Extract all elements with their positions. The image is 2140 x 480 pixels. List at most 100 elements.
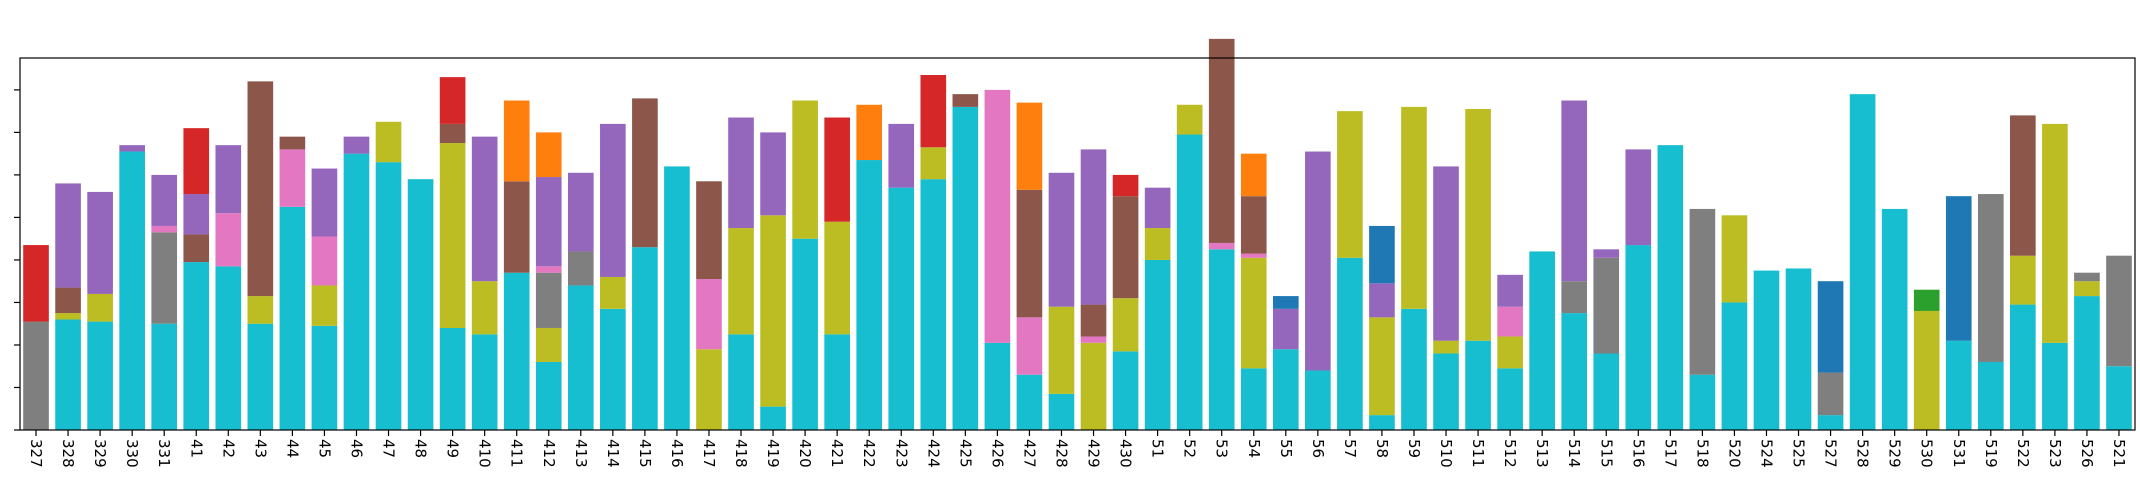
bar-418-segment-cyan: [728, 334, 754, 430]
bar-426-segment-cyan: [984, 342, 1011, 430]
bar-420-segment-olive: [792, 100, 818, 239]
x-tick-label: 515: [1597, 439, 1615, 468]
x-tick-label: 328: [59, 439, 77, 468]
x-tick-label: 410: [476, 439, 494, 468]
bar-518-segment-cyan: [1689, 374, 1716, 430]
bar-55-segment-blue: [1272, 296, 1299, 309]
x-tick-label: 59: [1405, 439, 1423, 458]
bar-425-segment-cyan: [952, 106, 979, 430]
x-tick-label: 512: [1501, 439, 1519, 468]
x-tick-label: 47: [380, 439, 398, 458]
bar-419-segment-olive: [760, 215, 786, 407]
bar-515-segment-purple: [1593, 249, 1620, 258]
bar-428-segment-cyan: [1048, 393, 1075, 430]
bar-421-segment-olive: [824, 221, 850, 335]
bar-43-segment-brown: [247, 81, 274, 297]
x-tick-label: 519: [1982, 439, 2000, 468]
bar-417-segment-brown: [696, 181, 722, 280]
x-tick-label: 429: [1085, 439, 1103, 468]
x-tick-label: 524: [1757, 439, 1775, 468]
bar-524-segment-cyan: [1753, 270, 1780, 430]
x-tick-label: 427: [1020, 439, 1038, 468]
bar-45-segment-olive: [311, 285, 338, 326]
bar-327-segment-red: [23, 245, 49, 322]
bar-54-segment-pink: [1240, 253, 1267, 258]
x-tick-label: 511: [1469, 439, 1487, 468]
x-tick-label: 522: [2014, 439, 2032, 468]
bar-412-segment-orange: [535, 132, 562, 178]
bar-527-segment-gray: [1817, 372, 1844, 416]
x-tick-label: 331: [155, 439, 173, 468]
x-tick-label: 411: [508, 439, 526, 468]
x-tick-label: 517: [1661, 439, 1679, 468]
bar-422-segment-orange: [856, 104, 883, 161]
x-tick-label: 516: [1629, 439, 1647, 468]
bar-510-segment-olive: [1433, 340, 1459, 354]
bar-328-segment-purple: [55, 183, 81, 288]
bar-412-segment-pink: [535, 266, 562, 273]
bar-512-segment-cyan: [1497, 368, 1523, 430]
bar-512-segment-olive: [1497, 336, 1523, 369]
bar-44-segment-brown: [279, 136, 306, 150]
bar-58-segment-olive: [1369, 317, 1395, 416]
bar-416-segment-cyan: [664, 166, 690, 430]
bar-331-segment-pink: [151, 225, 178, 233]
bar-515-segment-cyan: [1593, 353, 1620, 430]
bar-514-segment-gray: [1561, 281, 1588, 314]
bar-58-segment-blue: [1369, 225, 1395, 284]
bar-331-segment-purple: [151, 174, 178, 226]
x-tick-label: 520: [1725, 439, 1743, 468]
bar-429-segment-purple: [1080, 149, 1107, 305]
x-tick-label: 530: [1918, 439, 1936, 468]
bar-413-segment-cyan: [567, 285, 594, 430]
x-tick-label: 525: [1790, 439, 1808, 468]
bar-419-segment-purple: [760, 132, 786, 216]
bar-51-segment-cyan: [1144, 259, 1171, 430]
x-tick-label: 327: [27, 439, 45, 468]
x-tick-label: 526: [2078, 439, 2096, 468]
bar-521-segment-gray: [2106, 255, 2132, 367]
x-tick-label: 420: [796, 439, 814, 468]
bar-46-segment-purple: [343, 136, 370, 154]
x-tick-label: 52: [1181, 439, 1199, 458]
x-tick-label: 45: [315, 439, 333, 458]
x-tick-label: 510: [1437, 439, 1455, 468]
x-tick-label: 330: [123, 439, 141, 468]
axes-frame: [19, 57, 2136, 431]
x-tick-label: 413: [572, 439, 590, 468]
x-tick-label: 57: [1341, 439, 1359, 458]
bar-328-segment-olive: [55, 313, 81, 320]
bar-49-segment-red: [439, 77, 466, 124]
bar-418-segment-purple: [728, 117, 754, 229]
bar-330-segment-cyan: [119, 151, 145, 430]
bar-41-segment-brown: [183, 234, 210, 263]
x-tick-label: 51: [1149, 439, 1167, 458]
bar-412-segment-olive: [535, 327, 562, 362]
x-tick-label: 527: [1822, 439, 1840, 468]
bar-410-segment-cyan: [471, 334, 498, 430]
bar-412-segment-gray: [535, 272, 562, 328]
x-axis: 327 328 329 330 331 41 42 43 44 45 46 47 48 49 410 411 4…: [27, 430, 2128, 468]
bar-54-segment-orange: [1240, 153, 1267, 197]
bar-419-segment-cyan: [760, 406, 786, 430]
bar-49-segment-brown: [439, 123, 466, 144]
bar-415-segment-brown: [632, 98, 658, 248]
bar-427-segment-brown: [1016, 189, 1043, 318]
bar-529-segment-cyan: [1881, 208, 1908, 430]
bar-410-segment-purple: [471, 136, 498, 282]
x-tick-label: 42: [219, 439, 237, 458]
bar-43-segment-olive: [247, 296, 274, 324]
bar-53-segment-pink: [1208, 242, 1235, 250]
bar-46-segment-cyan: [343, 153, 370, 430]
bar-49-segment-olive: [439, 143, 466, 328]
bar-426-segment-pink: [984, 89, 1011, 343]
bar-414-segment-cyan: [600, 308, 626, 430]
bar-52-segment-cyan: [1176, 134, 1203, 430]
bar-42-segment-pink: [215, 213, 242, 267]
x-tick-label: 514: [1565, 439, 1583, 468]
bar-411-segment-orange: [503, 100, 530, 182]
x-tick-label: 529: [1886, 439, 1904, 468]
plot-area: [23, 38, 2132, 430]
bar-47-segment-olive: [375, 121, 402, 163]
